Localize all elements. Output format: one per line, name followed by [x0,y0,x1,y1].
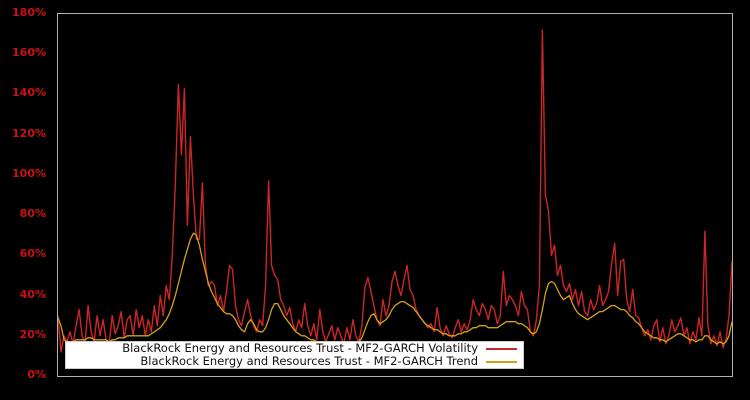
legend-item-trend: BlackRock Energy and Resources Trust - M… [70,355,517,368]
legend: BlackRock Energy and Resources Trust - M… [65,341,524,369]
trend-line-swatch [486,360,517,363]
y-tick-label: 180% [12,6,46,19]
y-tick-label: 20% [19,327,46,341]
y-tick-label: 140% [12,86,46,100]
volatility-line-swatch [486,347,517,350]
y-tick-label: 60% [19,247,46,261]
volatility-line [58,29,732,353]
y-axis: 0% 20% 40% 60% 80% 100% 120% 140% 160% 180% [0,0,52,400]
legend-item-volatility: BlackRock Energy and Resources Trust - M… [70,342,517,355]
y-tick-label: 40% [19,287,46,301]
y-tick-label: 80% [19,207,46,221]
plot-area [57,13,733,377]
legend-label-trend: BlackRock Energy and Resources Trust - M… [140,354,478,368]
y-tick-label: 0% [27,368,46,381]
legend-label-volatility: BlackRock Energy and Resources Trust - M… [122,341,478,355]
y-tick-label: 120% [12,126,46,140]
trend-line [58,232,732,345]
y-tick-label: 100% [12,166,46,180]
chart-canvas [58,29,732,353]
y-tick-label: 160% [12,46,46,60]
